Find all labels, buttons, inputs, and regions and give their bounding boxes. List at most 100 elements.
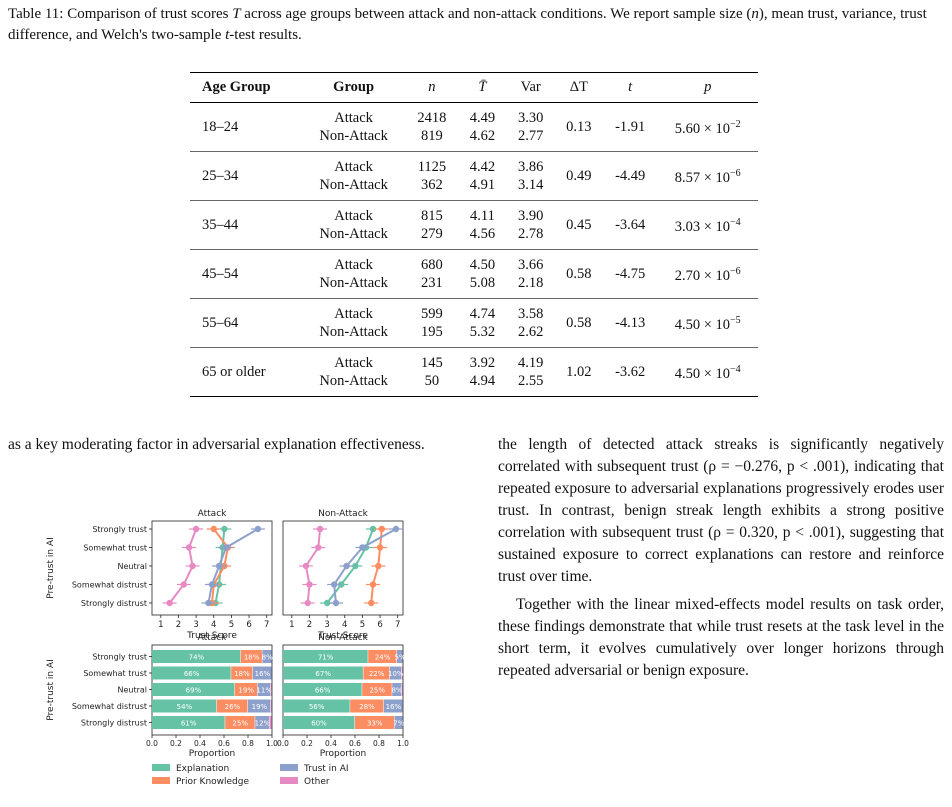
- n-attack: 680: [421, 257, 443, 273]
- stacked-bar-segment: [355, 716, 395, 729]
- table-row: 65 or older Attack Non-Attack 145 50 3.92 4.94…: [190, 348, 758, 397]
- right-paragraph-1: the length of detected attack streaks is…: [498, 436, 944, 585]
- cell-delta-t: 0.45: [555, 201, 603, 250]
- group-attack: Attack: [334, 355, 373, 371]
- var-non-attack: 2.55: [517, 373, 544, 389]
- cell-n: 145 50: [405, 348, 458, 397]
- mean-attack: 3.92: [469, 355, 496, 371]
- data-point: [375, 562, 382, 570]
- n-non-attack: 50: [424, 373, 440, 389]
- cell-group: Attack Non-Attack: [302, 348, 406, 397]
- bar-value-label: 66%: [184, 670, 200, 678]
- cell-n: 2418 819: [405, 103, 458, 152]
- stacked-bar-segment: [255, 716, 270, 729]
- bar-value-label: 19%: [252, 703, 268, 711]
- x-tick-label: 0.0: [277, 739, 289, 748]
- cell-mean: 3.92 4.94: [458, 348, 506, 397]
- mean-non-attack: 4.62: [469, 128, 496, 144]
- bar-panel-title: Attack: [198, 633, 228, 643]
- cell-group: Attack Non-Attack: [302, 152, 406, 201]
- cell-delta-t: 0.58: [555, 250, 603, 299]
- bar-value-label: 66%: [315, 687, 331, 695]
- x-tick-label: 1: [289, 620, 294, 630]
- data-point: [338, 581, 345, 588]
- bar-value-label: 28%: [359, 703, 375, 711]
- bar-value-label: 18%: [234, 670, 250, 678]
- x-tick-label: 2: [176, 620, 181, 630]
- stacked-bar-segment: [362, 683, 392, 696]
- age-group-label: 55–64: [202, 315, 239, 331]
- mean-attack: 4.50: [469, 257, 496, 273]
- cell-age-group: 18–24: [190, 103, 302, 152]
- p-base: 8.57 × 10: [674, 169, 731, 186]
- header-var: Var: [520, 79, 541, 95]
- bar-value-label: 22%: [369, 670, 385, 678]
- x-tick-label: 6: [246, 620, 251, 630]
- y-tick-label: Strongly trust: [92, 653, 147, 662]
- legend-swatch: [280, 777, 298, 784]
- var-non-attack: 2.18: [517, 275, 544, 291]
- cell-delta-t: 1.02: [555, 348, 603, 397]
- p-exponent: −4: [730, 364, 741, 376]
- bar-value-label: 11%: [256, 687, 272, 695]
- cell-group: Attack Non-Attack: [302, 201, 406, 250]
- y-tick-label: Somewhat distrust: [72, 581, 147, 590]
- t-value: -3.62: [615, 364, 646, 380]
- right-paragraph-2: Together with the linear mixed-effects m…: [498, 596, 944, 679]
- mean-non-attack: 4.94: [469, 373, 496, 389]
- t-value: -4.49: [615, 168, 646, 184]
- group-non-attack: Non-Attack: [319, 373, 388, 389]
- data-point: [221, 525, 228, 533]
- cell-var: 3.58 2.62: [507, 299, 555, 348]
- stacked-bar-segment: [401, 683, 403, 696]
- var-non-attack: 3.14: [517, 177, 544, 193]
- cell-n: 815 279: [405, 201, 458, 250]
- x-tick-label: 0.6: [349, 739, 361, 748]
- y-tick-label: Strongly distrust: [81, 719, 147, 728]
- data-point: [332, 599, 340, 607]
- data-point: [392, 525, 400, 533]
- bar-value-label: 60%: [311, 720, 327, 728]
- legend-swatch: [152, 777, 170, 784]
- stacked-bar-segment: [248, 699, 271, 713]
- header-n: n: [428, 79, 436, 95]
- header-delta-t: ΔT: [569, 79, 588, 95]
- y-axis-label: Pre-trust in AI: [46, 537, 56, 598]
- stacked-bar-segment: [240, 650, 262, 663]
- bar-value-label: 74%: [189, 654, 205, 662]
- stacked-bar-segment: [350, 699, 384, 713]
- p-exponent: −2: [730, 119, 741, 131]
- data-point: [254, 525, 262, 533]
- data-point: [368, 599, 375, 607]
- x-tick-label: 0.8: [242, 739, 254, 748]
- cell-n: 1125 362: [405, 152, 458, 201]
- p-exponent: −6: [730, 168, 741, 180]
- mean-attack: 4.74: [469, 306, 496, 322]
- data-point: [378, 525, 386, 533]
- cell-n: 599 195: [405, 299, 458, 348]
- x-axis-label: Trust Score: [186, 631, 237, 641]
- group-non-attack: Non-Attack: [319, 275, 388, 291]
- cell-p: 2.70 × 10−6: [657, 250, 758, 299]
- t-value: -1.91: [615, 119, 646, 135]
- legend-swatch: [152, 764, 170, 771]
- cell-age-group: 25–34: [190, 152, 302, 201]
- stacked-bar-segment: [152, 666, 231, 680]
- cell-t: -4.75: [603, 250, 657, 299]
- n-non-attack: 279: [421, 226, 443, 242]
- caption-var-n: n: [751, 6, 759, 22]
- stacked-bar-segment: [225, 716, 255, 729]
- data-point: [205, 599, 212, 607]
- stacked-bar-segment: [152, 716, 225, 729]
- n-attack: 145: [421, 355, 443, 371]
- x-axis-label: Proportion: [189, 749, 235, 759]
- stacked-bar-segment: [363, 666, 390, 680]
- header-group: Group: [333, 79, 375, 95]
- delta-t-value: 1.02: [566, 364, 592, 380]
- p-base: 3.03 × 10: [674, 218, 731, 235]
- stacked-bar-segment: [394, 716, 403, 729]
- x-tick-label: 0.0: [146, 739, 158, 748]
- bar-value-label: 16%: [386, 703, 402, 711]
- data-point: [330, 581, 338, 588]
- stacked-bar-segment: [270, 683, 272, 696]
